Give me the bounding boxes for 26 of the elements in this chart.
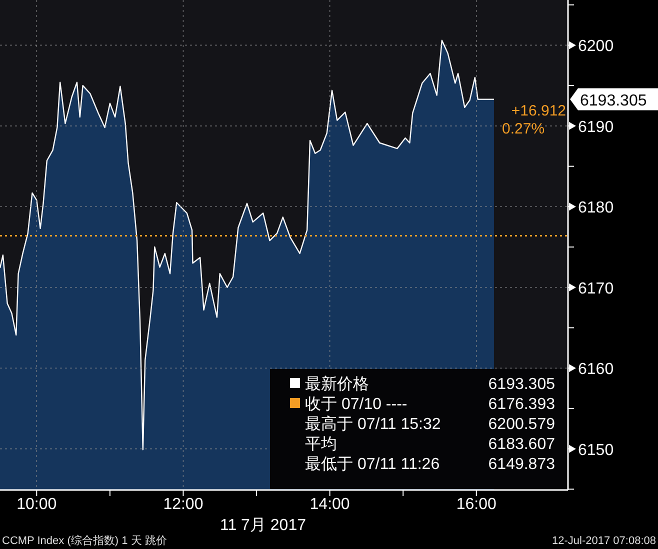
annotation: 6176.393 xyxy=(488,396,556,413)
y-tick-label: 6150 xyxy=(578,442,614,459)
annotation: 6183.607 xyxy=(488,436,556,453)
annotation: 收于 07/10 ---- xyxy=(305,396,408,413)
y-tick-label: 6160 xyxy=(578,361,614,378)
text: 12-Jul-2017 07:08:08 xyxy=(552,535,656,547)
x-tick-label: 12:00 xyxy=(163,496,204,513)
y-tick-label: 6180 xyxy=(578,200,614,217)
annotation: 最低于 07/11 11:26 xyxy=(305,456,440,473)
annotation: 最高于 07/11 15:32 xyxy=(305,415,441,433)
x-tick-label: 14:00 xyxy=(310,496,350,513)
x-tick-label: 16:00 xyxy=(456,496,497,513)
text: CCMP Index (综合指数) 1 天 跳价 xyxy=(2,534,167,547)
y-tick-label: 6200 xyxy=(578,38,614,56)
annotation: 6200.579 xyxy=(488,416,556,433)
text: 6193.305 xyxy=(580,92,647,110)
annotation: 平均 xyxy=(305,436,337,453)
x-tick-label: 10:00 xyxy=(16,496,57,513)
annotation: 6193.305 xyxy=(488,376,556,393)
annotation: 6149.873 xyxy=(488,456,556,473)
y-tick-label: 6190 xyxy=(578,118,614,136)
x-axis-title: 11 7月 2017 xyxy=(220,517,306,534)
y-tick-label: 6170 xyxy=(578,280,614,298)
annotation: 最新价格 xyxy=(305,375,369,393)
annotation: +16.912 xyxy=(511,102,566,120)
annotation: 0.27% xyxy=(502,120,545,138)
